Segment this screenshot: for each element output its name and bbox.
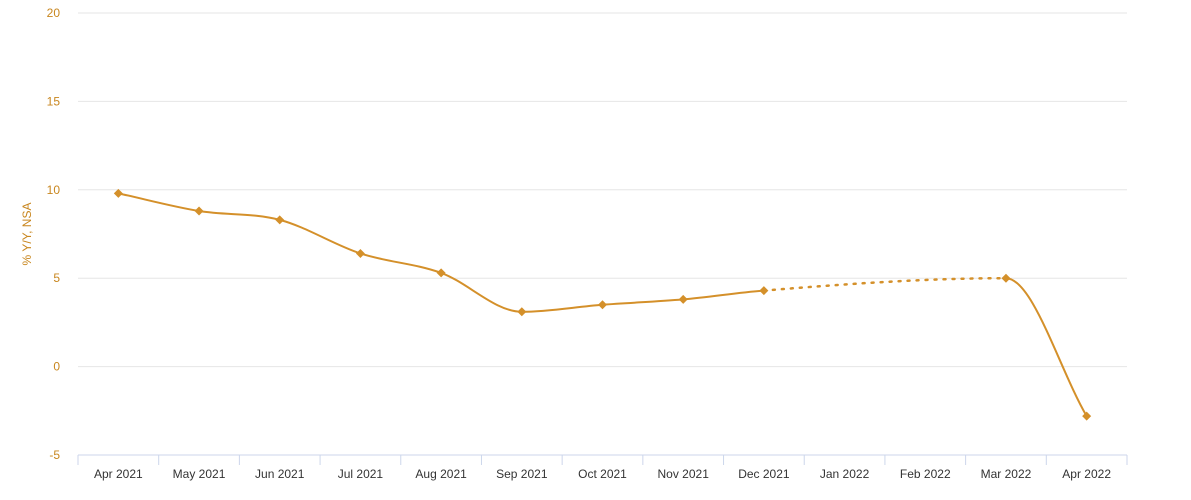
series-line-segment xyxy=(198,210,280,221)
data-point[interactable] xyxy=(1082,411,1092,421)
markers xyxy=(113,188,1092,421)
data-point[interactable] xyxy=(759,286,769,296)
x-tick-label: Jul 2021 xyxy=(338,467,384,481)
data-point[interactable] xyxy=(113,188,123,198)
series-line-segment xyxy=(1005,277,1088,417)
data-point[interactable] xyxy=(436,268,446,278)
data-point[interactable] xyxy=(275,215,285,225)
series-line-segment xyxy=(118,192,200,213)
y-axis-label: % Y/Y, NSA xyxy=(20,203,34,266)
data-point[interactable] xyxy=(355,248,365,258)
x-tick-label: Jan 2022 xyxy=(820,467,870,481)
y-tick-label: -5 xyxy=(49,448,60,462)
y-tick-label: 10 xyxy=(47,183,61,197)
x-tick-label: Aug 2021 xyxy=(415,467,467,481)
y-tick-label: 15 xyxy=(47,94,61,108)
x-tick-label: Apr 2022 xyxy=(1062,467,1111,481)
x-tick-label: Dec 2021 xyxy=(738,467,790,481)
x-tick-label: Feb 2022 xyxy=(900,467,951,481)
series-gap-segment xyxy=(762,276,1008,292)
y-axis-ticks: -5 0 5 10 15 20 xyxy=(47,6,61,462)
series xyxy=(118,192,1088,417)
x-tick-label: Apr 2021 xyxy=(94,467,143,481)
y-tick-label: 0 xyxy=(53,360,60,374)
x-tick-label: Jun 2021 xyxy=(255,467,305,481)
x-tick-label: Nov 2021 xyxy=(658,467,710,481)
series-line-segment xyxy=(360,252,442,274)
gridlines xyxy=(78,12,1127,368)
x-tick-label: Sep 2021 xyxy=(496,467,548,481)
series-line-segment xyxy=(440,271,522,313)
series-line-segment xyxy=(521,303,603,313)
data-point[interactable] xyxy=(1001,273,1011,283)
series-line-segment xyxy=(279,218,361,255)
data-point[interactable] xyxy=(194,206,204,216)
data-point[interactable] xyxy=(678,294,688,304)
series-line-segment xyxy=(683,289,764,301)
data-point[interactable] xyxy=(598,300,607,310)
data-point[interactable] xyxy=(517,307,527,317)
series-line-segment xyxy=(602,298,684,306)
x-tick-label: Oct 2021 xyxy=(578,467,627,481)
x-tick-label: May 2021 xyxy=(173,467,226,481)
y-tick-label: 5 xyxy=(53,271,60,285)
y-tick-label: 20 xyxy=(47,6,61,20)
x-tick-label: Mar 2022 xyxy=(981,467,1032,481)
x-axis: Apr 2021 May 2021 Jun 2021 Jul 2021 Aug 2021… xyxy=(77,454,1128,481)
